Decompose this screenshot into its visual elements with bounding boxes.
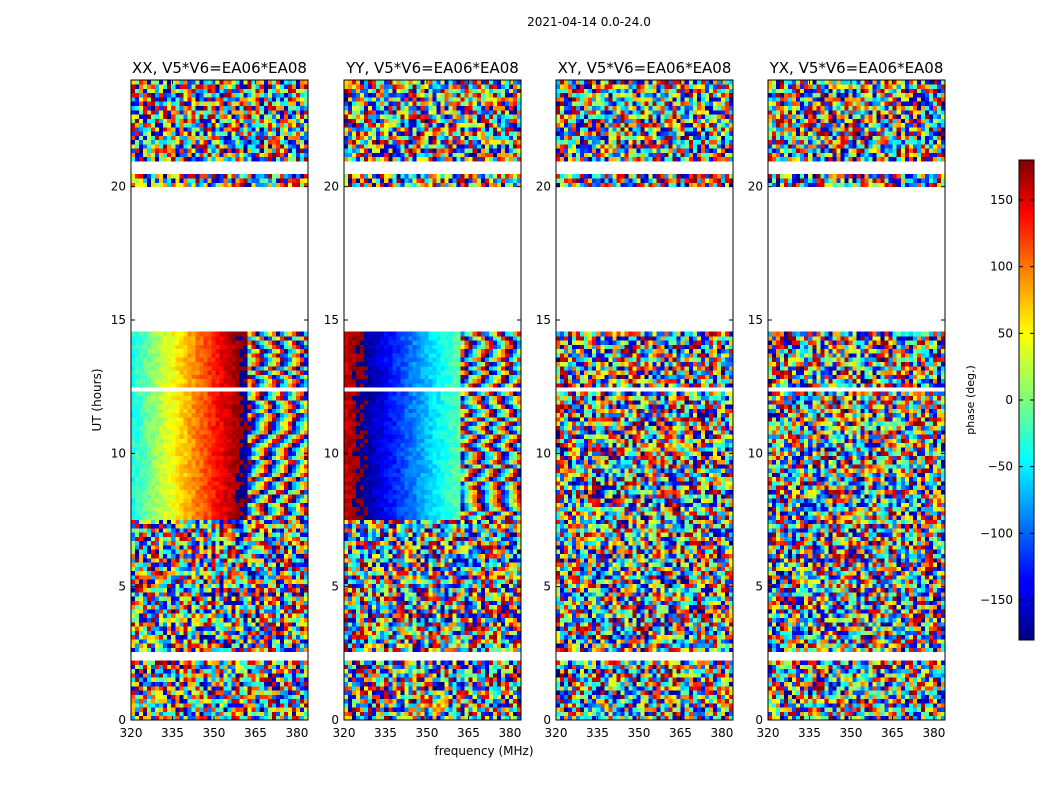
x-tick-label: 365 bbox=[669, 726, 692, 740]
panel-xx: XX, V5*V6=EA06*EA08 320 335 350 365 380 0 5 10 15… bbox=[111, 59, 309, 740]
x-tick-label: 350 bbox=[203, 726, 226, 740]
x-tick-label: 320 bbox=[333, 726, 356, 740]
panel-yy-phase-image bbox=[344, 80, 521, 720]
x-tick-label: 380 bbox=[922, 726, 945, 740]
y-tick-label: 0 bbox=[331, 713, 339, 727]
y-tick-label: 20 bbox=[111, 180, 126, 194]
colorbar-tick-label: 0 bbox=[1005, 393, 1013, 407]
y-tick-label: 0 bbox=[118, 713, 126, 727]
y-tick-label: 10 bbox=[324, 446, 339, 460]
colorbar-tick-label: −150 bbox=[980, 593, 1013, 607]
x-tick-label: 380 bbox=[710, 726, 733, 740]
panel-title: XX, V5*V6=EA06*EA08 bbox=[132, 59, 307, 77]
x-tick-label: 365 bbox=[244, 726, 267, 740]
x-tick-label: 335 bbox=[798, 726, 821, 740]
panel-title: YX, V5*V6=EA06*EA08 bbox=[769, 59, 944, 77]
y-tick-label: 15 bbox=[111, 313, 126, 327]
y-tick-label: 20 bbox=[324, 180, 339, 194]
y-tick-label: 15 bbox=[324, 313, 339, 327]
y-tick-label: 20 bbox=[748, 180, 763, 194]
x-tick-label: 380 bbox=[498, 726, 521, 740]
x-tick-label: 320 bbox=[545, 726, 568, 740]
colorbar-label: phase (deg.) bbox=[964, 365, 977, 435]
colorbar-tick-label: 100 bbox=[990, 260, 1013, 274]
y-tick-label: 0 bbox=[755, 713, 763, 727]
y-tick-label: 15 bbox=[748, 313, 763, 327]
x-tick-label: 350 bbox=[840, 726, 863, 740]
y-tick-label: 10 bbox=[748, 446, 763, 460]
y-tick-label: 5 bbox=[755, 580, 763, 594]
x-tick-label: 335 bbox=[161, 726, 184, 740]
y-tick-label: 5 bbox=[331, 580, 339, 594]
y-tick-label: 5 bbox=[118, 580, 126, 594]
y-tick-label: 0 bbox=[543, 713, 551, 727]
x-tick-label: 320 bbox=[120, 726, 143, 740]
panel-title: YY, V5*V6=EA06*EA08 bbox=[345, 59, 519, 77]
panel-xy-phase-image bbox=[556, 80, 733, 720]
x-tick-label: 335 bbox=[374, 726, 397, 740]
x-tick-label: 365 bbox=[457, 726, 480, 740]
panel-xy: XY, V5*V6=EA06*EA08 320 335 350 365 380 0 5 10 15… bbox=[536, 59, 734, 740]
colorbar-tick-label: −50 bbox=[988, 460, 1013, 474]
y-tick-label: 20 bbox=[536, 180, 551, 194]
x-tick-label: 380 bbox=[285, 726, 308, 740]
panels: XX, V5*V6=EA06*EA08 320 335 350 365 380 0 5 10 15… bbox=[111, 59, 946, 740]
panel-yx: YX, V5*V6=EA06*EA08 320 335 350 365 380 0 5 10 15… bbox=[748, 59, 946, 740]
y-axis-label: UT (hours) bbox=[90, 368, 104, 431]
panel-yy: YY, V5*V6=EA06*EA08 320 335 350 365 380 0 5 10 15… bbox=[324, 59, 522, 740]
colorbar-tick-label: 150 bbox=[990, 193, 1013, 207]
panel-title: XY, V5*V6=EA06*EA08 bbox=[558, 59, 732, 77]
x-tick-label: 335 bbox=[586, 726, 609, 740]
suptitle: 2021-04-14 0.0-24.0 bbox=[527, 15, 651, 29]
panel-yx-phase-image bbox=[768, 80, 945, 720]
x-tick-label: 350 bbox=[416, 726, 439, 740]
colorbar: −150 −100 −50 0 50 100 150 phase (deg.) bbox=[964, 160, 1034, 640]
colorbar-tick-label: 50 bbox=[998, 326, 1013, 340]
y-tick-label: 10 bbox=[536, 446, 551, 460]
y-tick-label: 10 bbox=[111, 446, 126, 460]
colorbar-tick-label: −100 bbox=[980, 526, 1013, 540]
x-axis-label: frequency (MHz) bbox=[434, 744, 533, 758]
y-tick-label: 15 bbox=[536, 313, 551, 327]
x-tick-label: 365 bbox=[881, 726, 904, 740]
x-tick-label: 320 bbox=[757, 726, 780, 740]
panel-xx-phase-image bbox=[131, 80, 308, 720]
x-tick-label: 350 bbox=[628, 726, 651, 740]
y-tick-label: 5 bbox=[543, 580, 551, 594]
